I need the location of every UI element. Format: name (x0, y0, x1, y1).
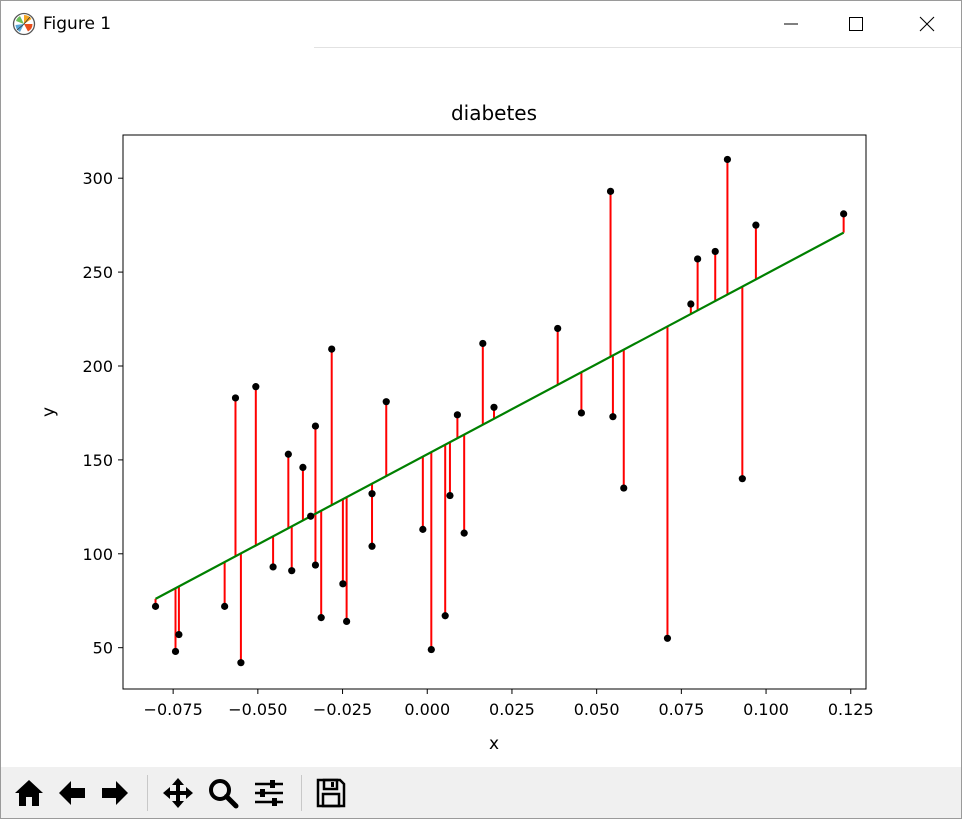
data-point (151, 602, 160, 610)
window-title: Figure 1 (43, 14, 112, 34)
data-point (368, 542, 376, 550)
x-tick-label: 0.025 (489, 700, 535, 719)
x-tick-label: 0.050 (574, 700, 620, 719)
figure-canvas[interactable]: diabetes −0.075 −0.050 −0.025 0.000 0.025 0.0… (1, 48, 961, 767)
data-point (288, 567, 296, 575)
data-point (299, 463, 307, 471)
data-point (609, 413, 617, 421)
y-tick-label: 100 (82, 545, 113, 564)
data-point (317, 614, 325, 622)
arrow-left-icon (59, 781, 85, 805)
y-axis-ticks: 50 100 150 200 250 300 (82, 169, 123, 658)
pan-button[interactable] (158, 773, 198, 813)
data-point (427, 645, 435, 654)
maximize-icon (849, 17, 863, 31)
data-point (479, 339, 487, 348)
minimize-button[interactable] (761, 1, 821, 47)
data-point (723, 155, 732, 164)
y-tick-label: 250 (82, 263, 113, 282)
x-axis-label: x (489, 734, 499, 754)
floppy-disk-icon (316, 778, 346, 808)
data-point (269, 563, 277, 571)
navigation-toolbar (1, 767, 961, 818)
forward-button[interactable] (95, 773, 135, 813)
y-tick-label: 150 (82, 451, 113, 470)
x-tick-label: −0.075 (144, 700, 203, 719)
data-point (738, 475, 746, 483)
data-point (252, 383, 260, 391)
data-point (328, 345, 336, 353)
close-button[interactable] (897, 1, 957, 47)
data-point (663, 634, 672, 642)
x-tick-label: 0.000 (404, 700, 450, 719)
data-point (606, 187, 615, 195)
residual-lines (154, 159, 845, 663)
data-point (368, 490, 376, 498)
zoom-button[interactable] (203, 773, 243, 813)
data-point (687, 300, 695, 308)
y-tick-label: 200 (82, 357, 113, 376)
data-point (284, 450, 292, 458)
minimize-icon (784, 23, 798, 25)
data-point (307, 512, 315, 520)
x-axis-ticks: −0.075 −0.050 −0.025 0.000 0.025 0.050 0.075 0.… (144, 689, 874, 719)
data-point (711, 247, 719, 256)
data-point (554, 324, 562, 333)
data-point (840, 210, 848, 218)
x-tick-label: 0.075 (658, 700, 704, 719)
data-point (343, 617, 351, 625)
chart-svg[interactable]: diabetes −0.075 −0.050 −0.025 0.000 0.025 0.0… (1, 48, 961, 767)
data-point (694, 255, 702, 263)
regression-line (155, 231, 845, 600)
data-point (311, 561, 320, 569)
data-point (382, 398, 390, 406)
data-points (151, 155, 848, 667)
x-tick-label: 0.100 (743, 700, 789, 719)
title-divider (314, 47, 961, 48)
data-point (311, 422, 320, 430)
y-tick-label: 300 (82, 169, 113, 188)
toolbar-separator (147, 775, 148, 811)
data-point (175, 630, 183, 639)
data-point (577, 409, 586, 417)
data-point (419, 525, 427, 533)
back-button[interactable] (52, 773, 92, 813)
maximize-button[interactable] (826, 1, 886, 47)
toolbar-separator (301, 775, 302, 811)
y-axis-label: y (39, 407, 59, 417)
data-point (339, 580, 347, 588)
magnifier-icon (209, 779, 239, 809)
data-point (171, 647, 180, 656)
arrow-right-icon (102, 781, 128, 805)
data-point (231, 394, 240, 402)
data-point (453, 411, 462, 419)
data-point (221, 602, 229, 610)
data-point (446, 491, 454, 500)
data-point (490, 403, 498, 411)
matplotlib-logo-icon (12, 12, 36, 36)
save-button[interactable] (311, 773, 351, 813)
data-point (460, 529, 468, 537)
x-tick-label: −0.025 (313, 700, 372, 719)
data-point (620, 484, 628, 492)
axes-frame (122, 134, 867, 690)
chart-title: diabetes (451, 101, 537, 125)
move-arrows-icon (163, 778, 193, 808)
sliders-icon (255, 780, 283, 806)
home-button[interactable] (9, 773, 49, 813)
data-point (752, 221, 760, 229)
close-icon (919, 16, 935, 32)
x-tick-label: −0.050 (228, 700, 287, 719)
data-point (441, 612, 449, 620)
y-tick-label: 50 (93, 639, 113, 658)
title-bar[interactable]: Figure 1 (1, 1, 961, 47)
x-tick-label: 0.125 (828, 700, 874, 719)
home-icon (15, 780, 43, 806)
data-point (237, 659, 245, 667)
configure-subplots-button[interactable] (249, 773, 289, 813)
